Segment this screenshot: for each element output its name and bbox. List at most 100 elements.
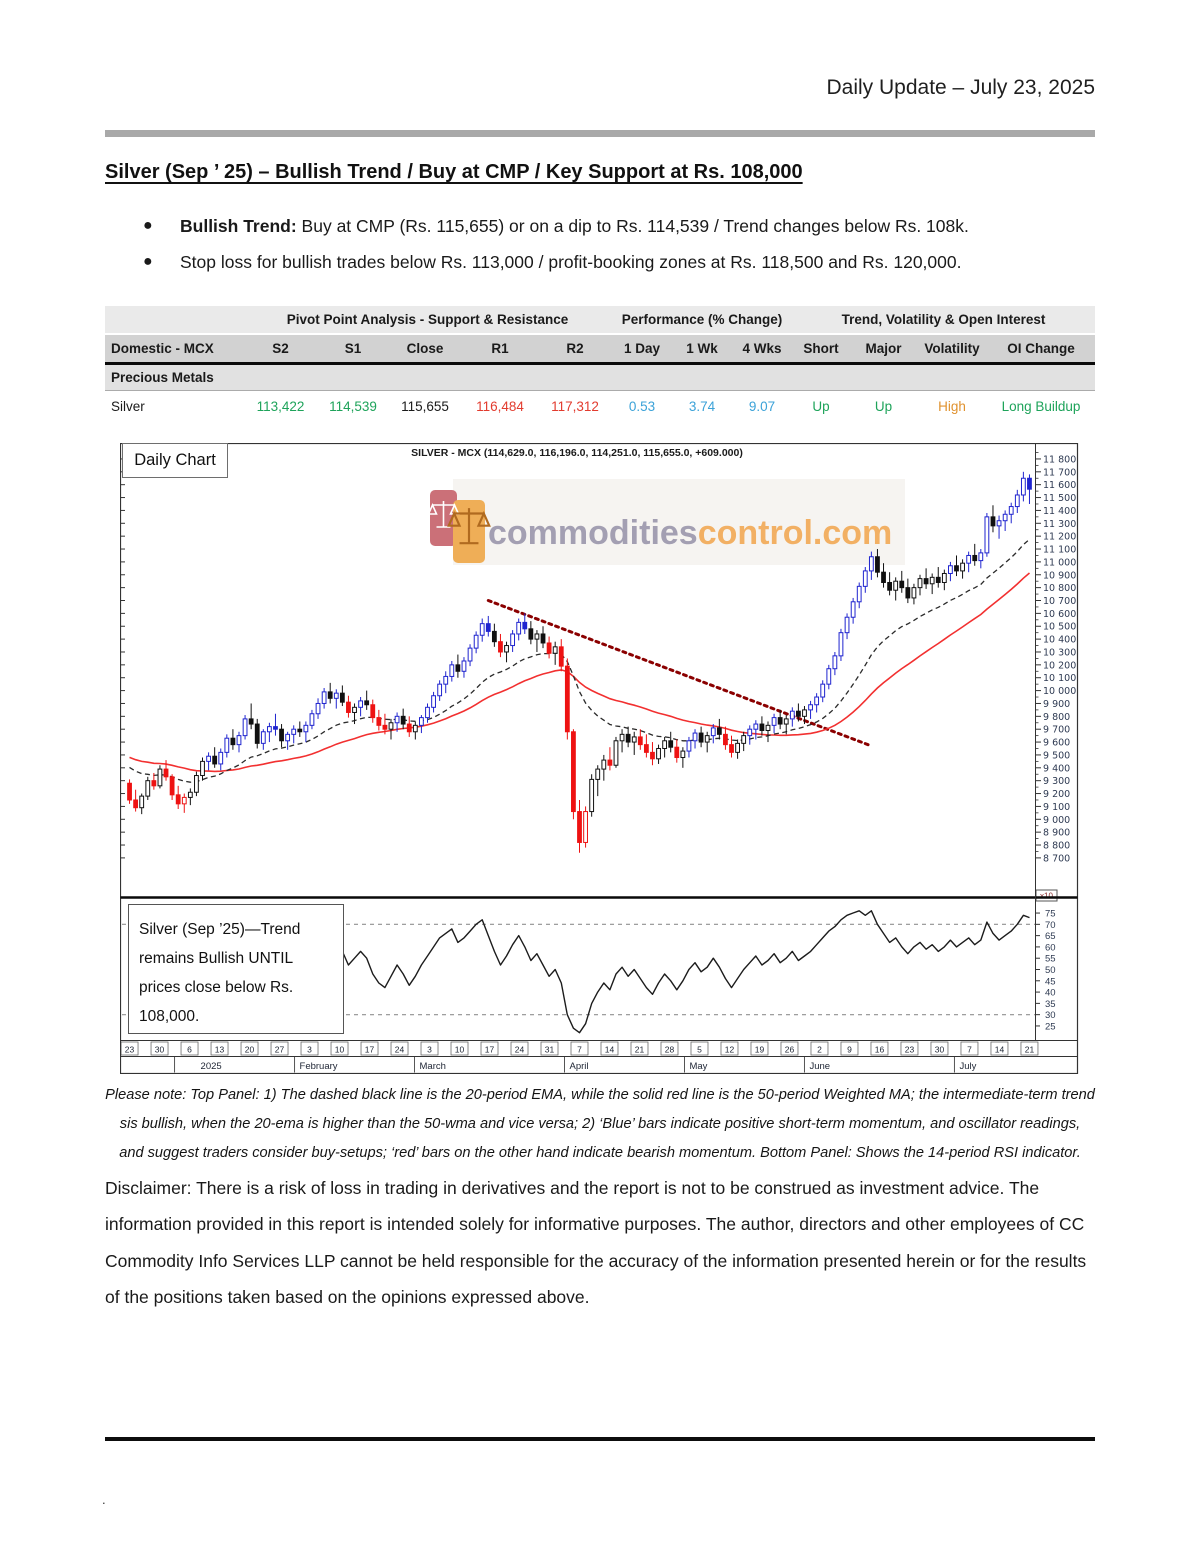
bullet-icon: ● [143, 253, 153, 270]
month-label: July [959, 1061, 976, 1072]
price-axis-label: 9 600 [1043, 738, 1070, 749]
table-column-header: R2 [566, 341, 584, 356]
month-label: 2025 [201, 1061, 222, 1072]
date-axis: 23 30 6 13 20 27 3 10 17 24 3 10 17 24 31 7 14 21 28 5 12 19 2… [120, 1041, 1039, 1056]
price-axis-label: 10 000 [1043, 686, 1076, 697]
report-date-header: Daily Update – July 23, 2025 [826, 76, 1096, 99]
date-tick-label: 13 [215, 1045, 225, 1055]
table-value: Up [874, 399, 893, 414]
date-tick-label: 30 [935, 1045, 945, 1055]
date-tick-label: 10 [455, 1045, 465, 1055]
table-column-header: Close [406, 341, 444, 356]
table-value: 115,655 [401, 399, 449, 414]
date-tick-label: 7 [967, 1045, 972, 1055]
month-label: March [420, 1061, 446, 1072]
date-tick-label: 27 [275, 1045, 285, 1055]
month-label: February [300, 1061, 338, 1072]
price-axis-label: 9 700 [1043, 725, 1070, 736]
date-tick-label: 20 [245, 1045, 255, 1055]
table-value: 114,539 [329, 399, 377, 414]
price-axis-label: 9 200 [1043, 789, 1070, 800]
table-column-header: 1 Wk [686, 341, 718, 356]
table-column-header: Domestic - MCX [111, 341, 214, 356]
date-tick-label: 2 [817, 1045, 822, 1055]
price-axis-label: 11 400 [1043, 506, 1076, 517]
date-tick-label: 19 [755, 1045, 765, 1055]
price-axis-label: 11 300 [1043, 519, 1076, 530]
table-section-row: Precious Metals [105, 365, 1095, 391]
chart-title: SILVER - MCX (114,629.0, 116,196.0, 114,… [411, 447, 743, 459]
date-tick-label: 23 [905, 1045, 915, 1055]
price-axis-label: 10 800 [1043, 583, 1076, 594]
rsi-axis-label: 40 [1045, 988, 1056, 999]
rsi-axis-label: 25 [1045, 1021, 1056, 1032]
price-axis-label: 11 600 [1043, 480, 1076, 491]
date-tick-label: 24 [395, 1045, 405, 1055]
price-axis-label: 11 800 [1043, 454, 1076, 465]
table-column-header: Short [803, 341, 839, 356]
table-value: 113,422 [256, 399, 305, 414]
annotation-line: remains Bullish UNTIL [139, 949, 294, 967]
ema-20-line [129, 538, 1030, 783]
table-group-header: Pivot Point Analysis - Support & Resista… [286, 312, 569, 327]
bullet-item: ● Stop loss for bullish trades below Rs.… [143, 252, 1103, 273]
table-column-header: S2 [272, 341, 289, 356]
date-tick-label: 17 [365, 1045, 375, 1055]
rsi-axis-label: 35 [1045, 999, 1056, 1010]
bullet-item: ● Bullish Trend: Buy at CMP (Rs. 115,655… [143, 216, 1103, 237]
table-group-header: Trend, Volatility & Open Interest [841, 312, 1046, 327]
bullet-body: Stop loss for bullish trades below Rs. 1… [180, 252, 962, 272]
bullet-text: Stop loss for bullish trades below Rs. 1… [180, 252, 961, 273]
rsi-axis-label: 70 [1045, 920, 1056, 931]
table-row: Silver 113,422 114,539 115,655 116,484 117,31… [105, 391, 1095, 422]
price-axis-label: 10 400 [1043, 635, 1076, 646]
table-value: 117,312 [551, 399, 599, 414]
table-value: 3.74 [688, 399, 716, 414]
chart-footnote: Please note: Top Panel: 1) The dashed bl… [105, 1081, 1095, 1168]
price-axis-label: 8 800 [1043, 841, 1070, 852]
chart-borders [120, 443, 1079, 1074]
date-tick-label: 28 [665, 1045, 675, 1055]
date-tick-label: 9 [847, 1045, 852, 1055]
rsi-axis-label: 65 [1045, 931, 1056, 942]
price-axis-label: 10 200 [1043, 660, 1076, 671]
annotation-line: 108,000. [139, 1007, 200, 1025]
price-axis-label: 11 200 [1043, 532, 1076, 543]
price-axis-label: 8 900 [1043, 828, 1070, 839]
table-value: 9.07 [748, 399, 776, 414]
bullet-icon: ● [143, 217, 153, 234]
watermark-text: commoditiescontrol.com [488, 514, 892, 552]
footer-divider-bar [105, 1437, 1095, 1441]
rsi-axis-label: 60 [1045, 942, 1056, 953]
date-tick-label: 30 [155, 1045, 165, 1055]
page-title: Silver (Sep ’ 25) – Bullish Trend / Buy … [105, 161, 803, 183]
annotation-line: prices close below Rs. [139, 978, 294, 996]
pivot-table: Pivot Point Analysis - Support & Resista… [105, 306, 1095, 422]
date-tick-label: 21 [1025, 1045, 1035, 1055]
price-axis-label: 9 900 [1043, 699, 1070, 710]
table-value: 116,484 [476, 399, 524, 414]
price-axis-label: 10 500 [1043, 622, 1076, 633]
price-axis-label: 10 900 [1043, 570, 1076, 581]
price-axis-label: 10 700 [1043, 596, 1076, 607]
price-axis-label: 9 400 [1043, 763, 1070, 774]
rsi-axis-label: 30 [1045, 1010, 1056, 1021]
month-label: April [570, 1061, 589, 1072]
chart-type-label: Daily Chart [122, 443, 228, 478]
table-group-header: Performance (% Change) [621, 312, 783, 327]
price-axis-label: 9 000 [1043, 815, 1070, 826]
price-axis-label: 9 300 [1043, 776, 1070, 787]
date-tick-label: 16 [875, 1045, 885, 1055]
footnote-line: Please note: Top Panel: 1) The dashed bl… [105, 1087, 1095, 1103]
rsi-axis-label: 50 [1045, 965, 1056, 976]
price-axis-label: 9 100 [1043, 802, 1070, 813]
candles [127, 471, 1032, 853]
date-tick-label: 3 [427, 1045, 432, 1055]
price-axis-label: 9 800 [1043, 712, 1070, 723]
axis-multiplier-label: x10 [1040, 892, 1053, 901]
table-column-header: R1 [491, 341, 509, 356]
date-tick-label: 7 [577, 1045, 582, 1055]
date-tick-label: 24 [515, 1045, 525, 1055]
